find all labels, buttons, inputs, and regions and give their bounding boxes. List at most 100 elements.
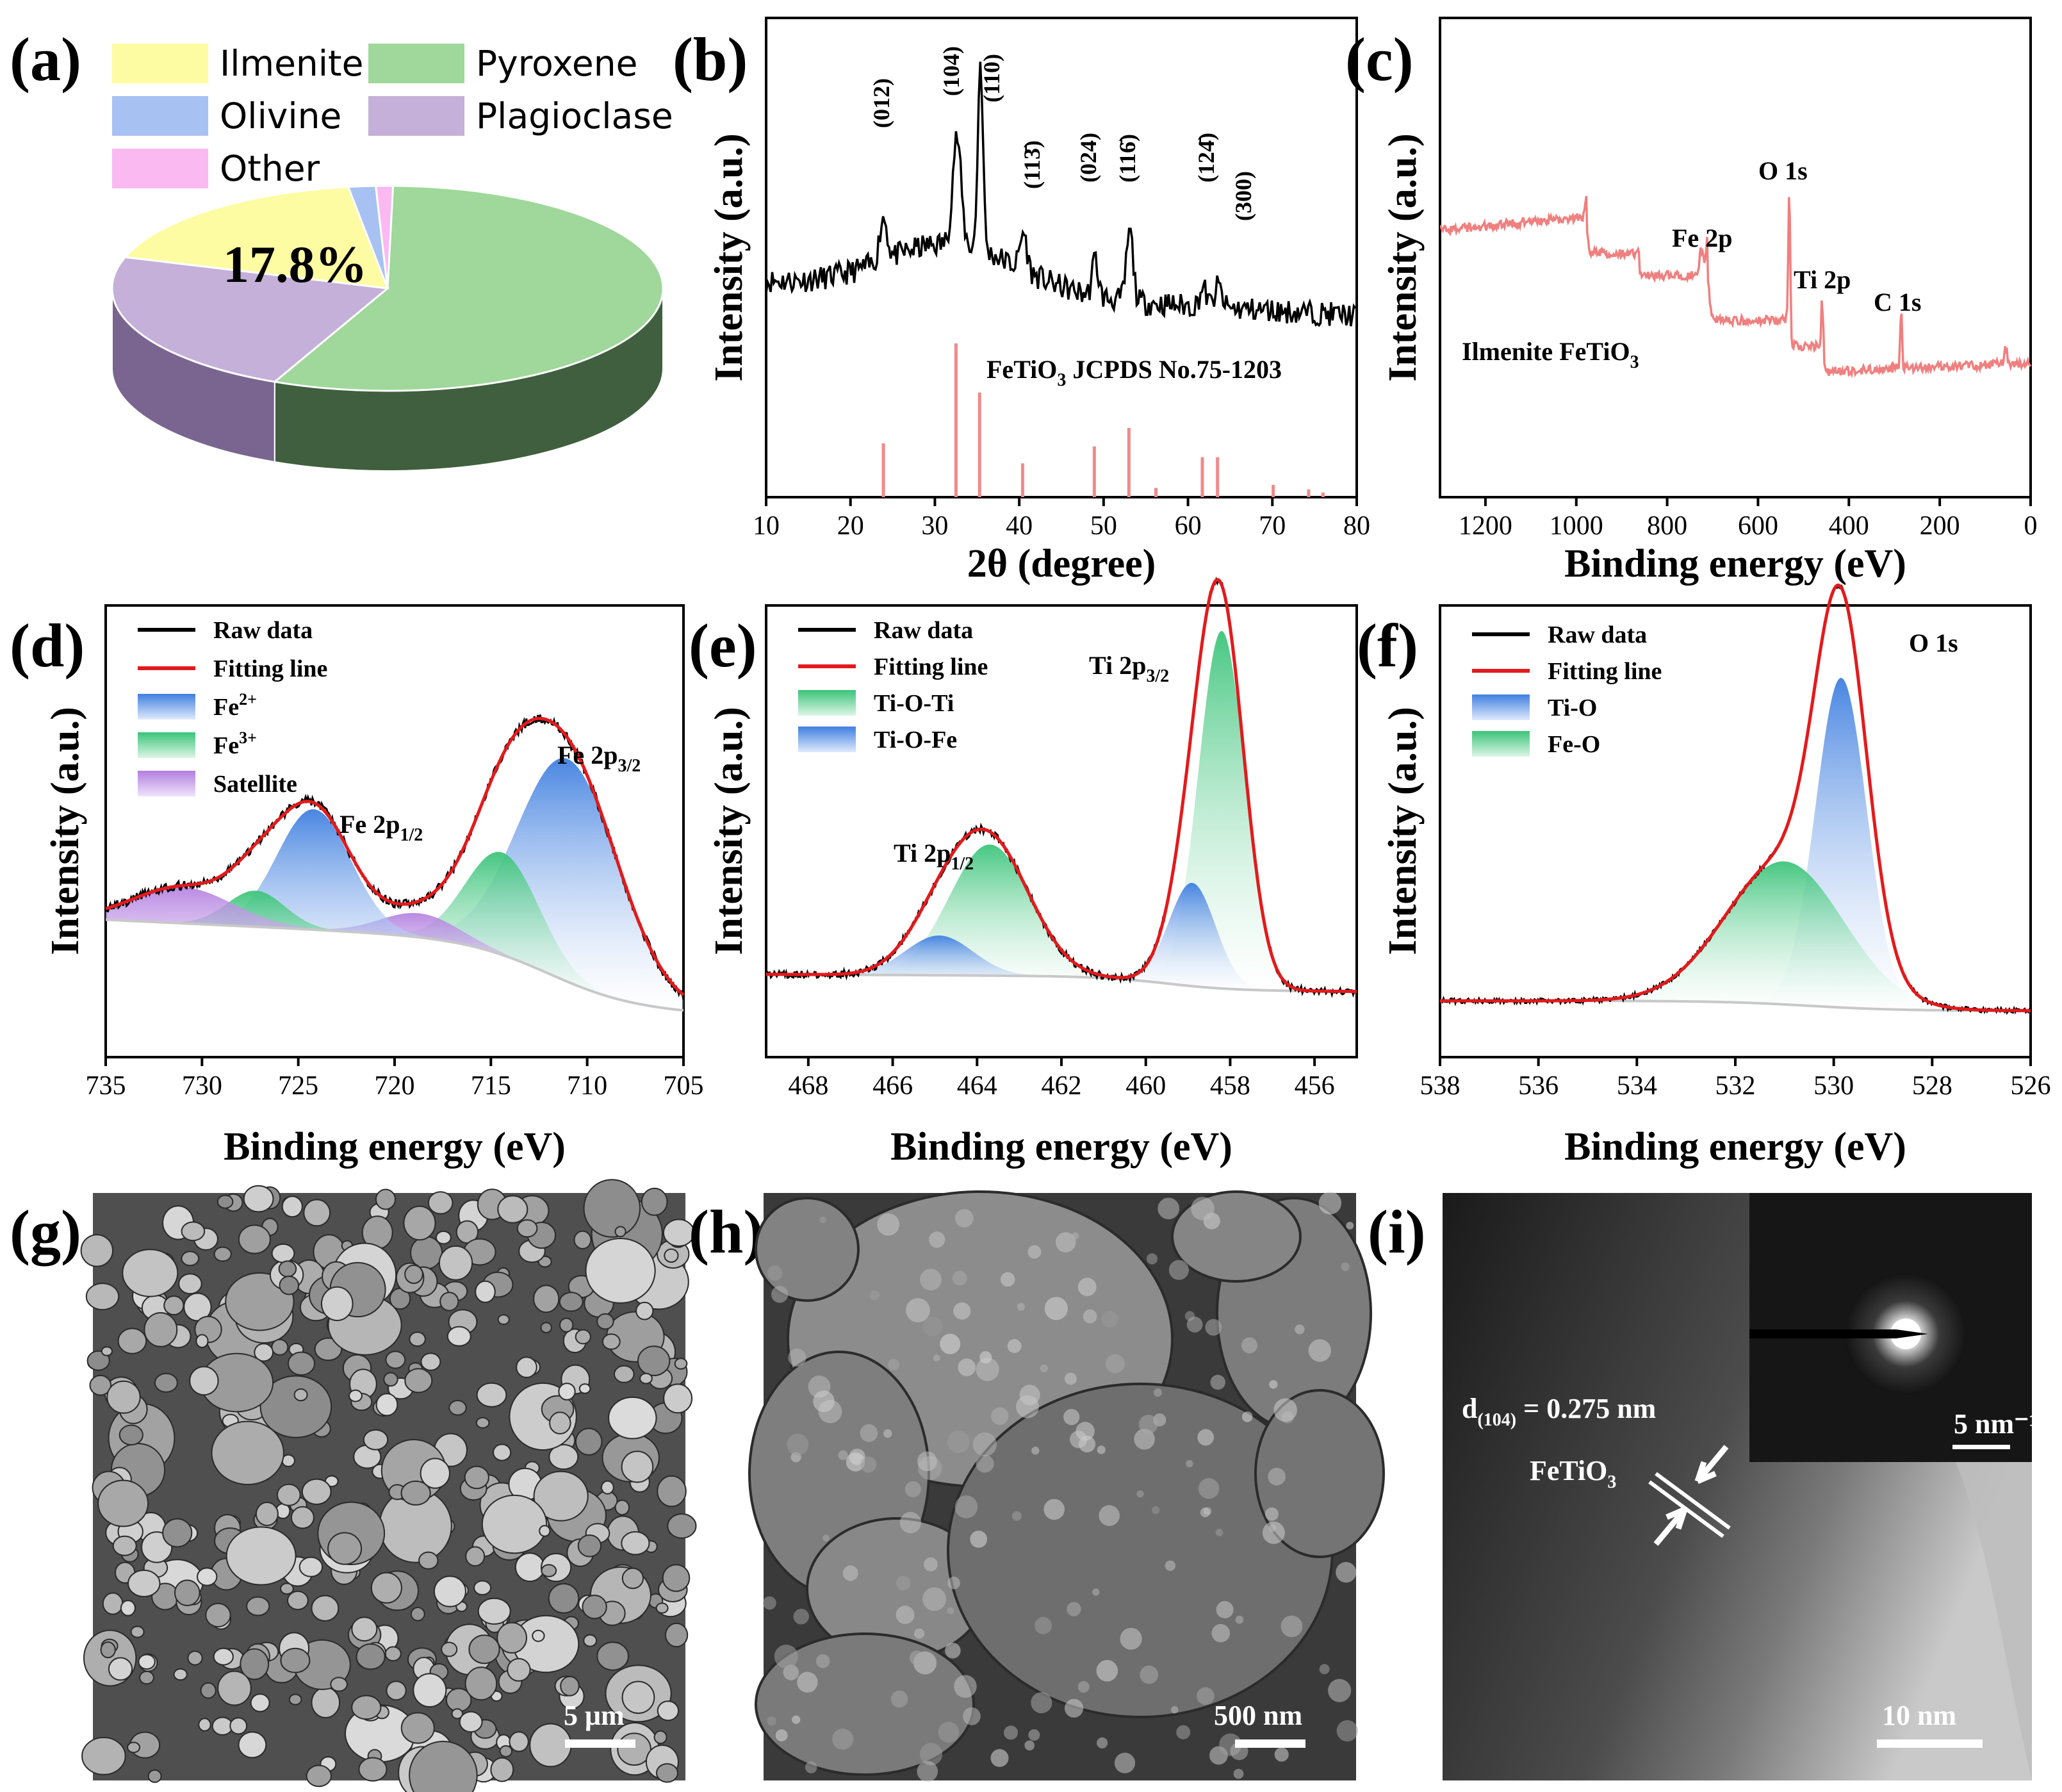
sem-particle: [138, 1654, 156, 1670]
sem-surface-grain: [838, 1450, 848, 1460]
sem-particle: [582, 1595, 607, 1620]
sem-particle: [548, 1583, 580, 1614]
phase-formula: FeTiO: [1530, 1455, 1607, 1486]
sem-particle: [303, 1199, 331, 1227]
sem-particle: [229, 1717, 248, 1735]
sem-surface-grain: [1158, 1197, 1180, 1220]
sem-particle: [583, 1634, 598, 1647]
sem-particle: [608, 1396, 657, 1440]
sem-surface-grain: [1031, 1447, 1040, 1455]
sem-surface-grain: [1099, 1505, 1120, 1526]
sem-particle: [439, 1292, 459, 1311]
sem-particle: [490, 1757, 514, 1782]
ti2p-fitting-line: [766, 578, 1357, 993]
survey-series-name: Ilmenite FeTiO: [1462, 337, 1630, 366]
sem-surface-grain: [788, 1348, 806, 1367]
sem-surface-grain: [1031, 1692, 1052, 1714]
sem-surface-grain: [1044, 1297, 1068, 1320]
sem-particle: [420, 1458, 450, 1489]
sem-particle: [358, 1757, 388, 1782]
sem-surface-grain: [822, 1534, 830, 1541]
sem-particle: [404, 1264, 423, 1285]
xrd-hkl-4: (024): [1076, 133, 1101, 183]
sem-particle: [497, 1195, 528, 1224]
ti2p-tick-label-464: 464: [957, 1071, 997, 1101]
sem-particle: [559, 1317, 574, 1333]
panel-b-label: (b): [673, 25, 748, 94]
sem-particle: [279, 1276, 300, 1295]
fe2p-legend: Raw data Fitting line Fe2+ Fe3+ Satellite: [138, 617, 327, 798]
ti2p-x-ticks: 468 466 464 462 460 458 456: [788, 1057, 1335, 1101]
sem-particle: [532, 1629, 545, 1642]
sem-surface-grain: [1241, 1337, 1257, 1354]
sem-particle: [200, 1682, 217, 1699]
sem-particle: [154, 1372, 178, 1393]
fft-scale-bar: [1952, 1445, 2010, 1449]
sem-particle: [213, 1246, 232, 1262]
legend-swatch-olivine: [112, 96, 208, 136]
sem-particle: [403, 1205, 436, 1241]
survey-plot-frame: [1439, 17, 2032, 498]
sem-surface-grain: [1328, 1679, 1352, 1702]
sem-particle: [162, 1518, 193, 1548]
o1s-legend-label-2: Ti-O: [1548, 695, 1597, 721]
ti2p-component-3: [766, 935, 1357, 992]
lattice-hkl: (104): [1477, 1410, 1516, 1430]
sem-surface-grain: [1308, 1339, 1331, 1362]
sem-particle: [301, 1478, 332, 1506]
o1s-plot-area: [1439, 583, 2032, 1015]
sem-surface-grain: [947, 1576, 960, 1590]
sem-particle: [174, 1579, 200, 1606]
sem-particle: [127, 1741, 141, 1754]
fe2p-legend-swatch-3: [138, 732, 195, 758]
sem-surface-grain: [888, 1358, 899, 1370]
sem-surface-grain: [883, 1429, 892, 1438]
sem-particle: [130, 1625, 145, 1638]
sem-particle: [662, 1564, 691, 1592]
sem-particle: [653, 1730, 667, 1745]
sem-surface-grain: [792, 1715, 801, 1724]
survey-tick-label-0: 0: [2024, 511, 2038, 541]
sem-surface-grain: [1205, 1319, 1222, 1336]
sem-particle: [573, 1230, 592, 1250]
sem-particle: [348, 1389, 363, 1402]
sem-particle: [351, 1616, 378, 1642]
sem-surface-grain: [1097, 1737, 1108, 1748]
sem-surface-grain: [1134, 1429, 1155, 1450]
sem-particle: [621, 1531, 650, 1556]
sem-particle: [211, 1716, 233, 1736]
sem-particle: [641, 1187, 668, 1216]
sem-particle: [481, 1494, 548, 1554]
sem-surface-grain: [917, 1451, 937, 1472]
sem-particle: [516, 1356, 537, 1378]
sem-surface-grain: [1055, 1232, 1076, 1253]
sem-particle: [278, 1260, 297, 1278]
sem-particle: [102, 1592, 124, 1615]
sem-surface-grain: [1268, 1467, 1286, 1486]
panel-f-label: (f): [1357, 611, 1418, 680]
o1s-fitting-line: [1440, 583, 2031, 1012]
sem-surface-grain: [842, 1565, 858, 1581]
fe2p-tick-label-720: 720: [375, 1071, 415, 1101]
o1s-component-0: [1440, 678, 2031, 1011]
fe2p-legend-swatch-4: [138, 771, 195, 796]
legend-swatch-ilmenite: [112, 44, 208, 83]
xrd-hkl-0: (012): [869, 78, 894, 128]
sem-particle: [89, 1374, 112, 1396]
sem-surface-grain: [1197, 1429, 1215, 1446]
o1s-tick-label-532: 532: [1715, 1071, 1756, 1101]
o1s-tick-label-530: 530: [1813, 1071, 1854, 1101]
xrd-y-axis-title: Intensity (a.u.): [707, 133, 751, 382]
survey-x-axis-title: Binding energy (eV): [1564, 542, 1906, 586]
sem-particle: [637, 1345, 671, 1376]
sem-particle: [596, 1641, 629, 1671]
sem-surface-grain: [1011, 1511, 1022, 1521]
fe2p-plot-area: [104, 714, 685, 1012]
xrd-hkl-2: (110): [979, 54, 1004, 103]
sem-particle: [276, 1483, 301, 1506]
ti2p-legend: Raw data Fitting line Ti-O-Ti Ti-O-Fe: [798, 617, 988, 753]
sem-surface-grain: [832, 1729, 854, 1750]
sem-particle: [656, 1763, 678, 1783]
fe2p-x-ticks: 735 730 725 720 715 710 705: [86, 1057, 704, 1101]
legend-swatch-plagioclase: [368, 96, 464, 136]
